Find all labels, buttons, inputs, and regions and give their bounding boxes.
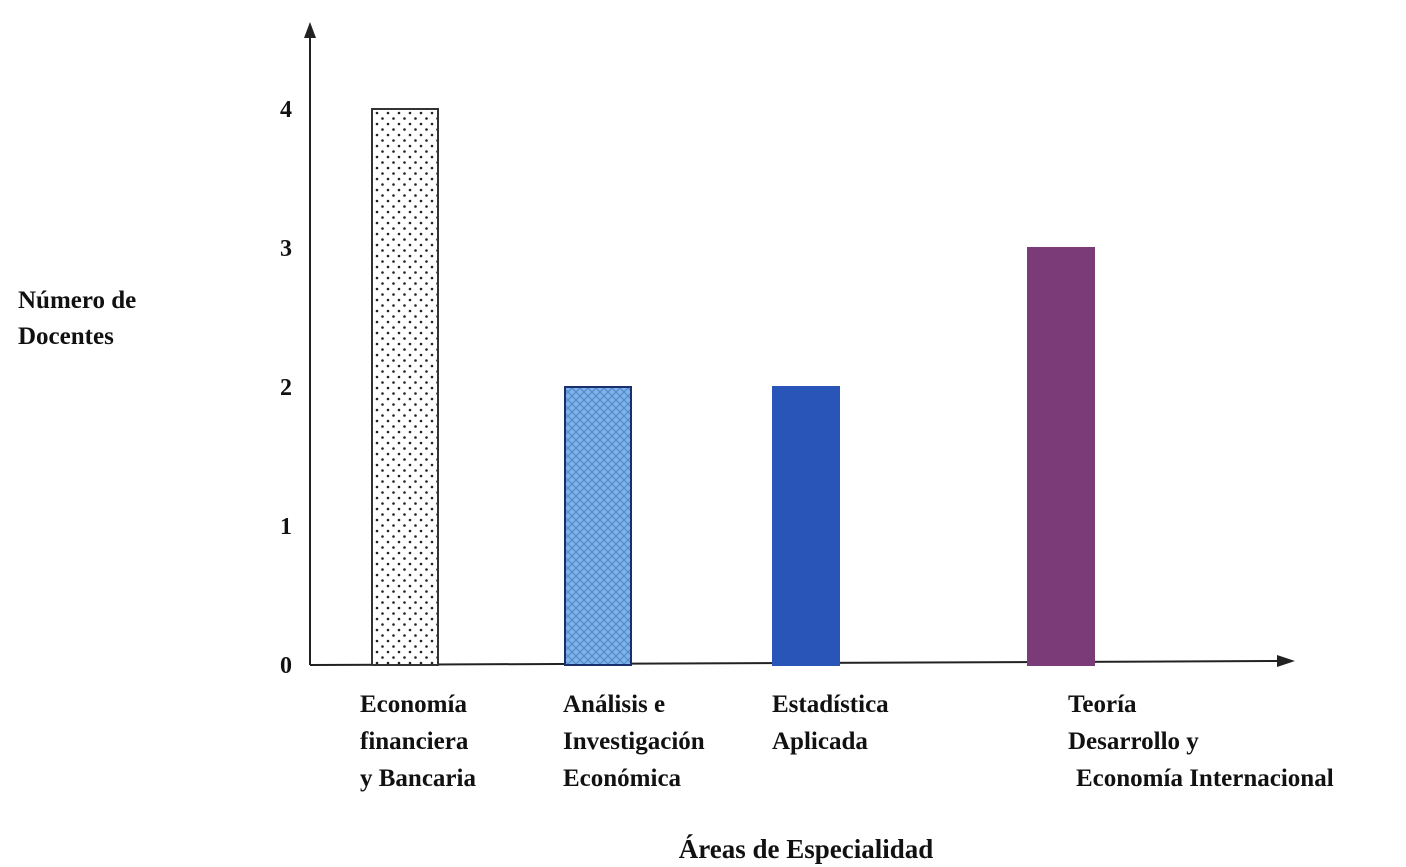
x-category-label: Aplicada (772, 728, 868, 755)
y-axis-label: Docentes (18, 323, 114, 350)
bar (564, 386, 632, 666)
x-category-label: financiera (360, 728, 469, 755)
x-category-label: Teoría (1068, 691, 1137, 718)
bar (1027, 247, 1095, 666)
bar (371, 108, 439, 666)
x-category-label: Estadística (772, 691, 889, 718)
x-category-label: Análisis e (563, 691, 665, 718)
x-axis-arrow-icon (1277, 655, 1295, 667)
bar (772, 386, 840, 666)
x-category-label: Investigación (563, 728, 705, 755)
y-tick-label: 0 (280, 653, 292, 679)
x-category-label: Economía (360, 691, 467, 718)
y-axis-label: Número de (18, 287, 136, 314)
y-tick-label: 4 (280, 97, 292, 123)
y-tick-label: 1 (280, 514, 292, 540)
x-category-label: Económica (563, 765, 682, 792)
x-category-label: y Bancaria (360, 765, 476, 792)
y-axis-arrow-icon (304, 22, 316, 38)
x-category-label: Economía Internacional (1076, 765, 1334, 792)
y-tick-label: 3 (280, 236, 292, 262)
x-axis-label: Áreas de Especialidad (679, 834, 934, 864)
x-category-label: Desarrollo y (1068, 728, 1199, 755)
y-tick-label: 2 (280, 375, 292, 401)
